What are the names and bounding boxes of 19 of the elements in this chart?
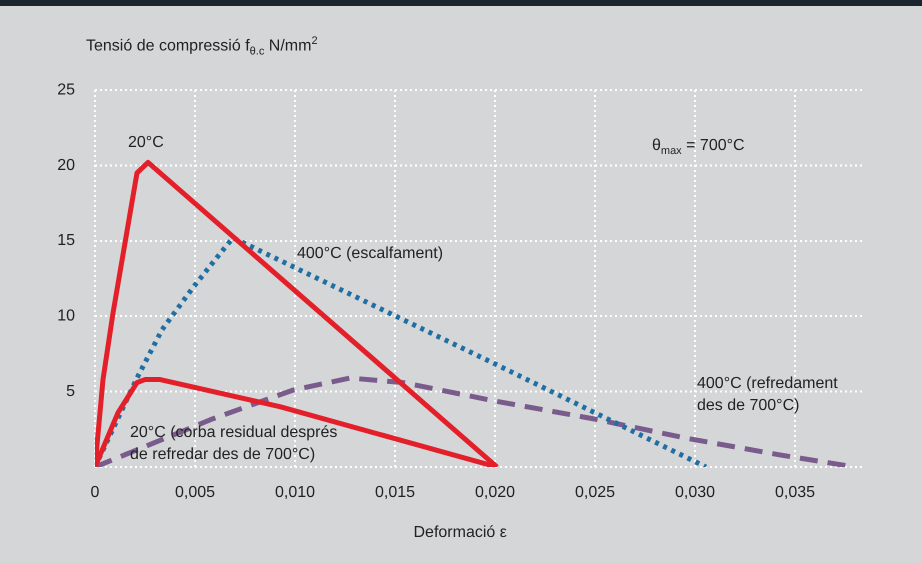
- x-tick-label: 0,015: [374, 484, 416, 502]
- y-tick-label: 25: [57, 81, 76, 98]
- y-tick-label: 20: [57, 156, 76, 174]
- x-tick-label: 0,020: [474, 484, 516, 502]
- x-axis-title: Deformació ε: [414, 523, 507, 543]
- annotation: 400°C (refredament des de 700°C): [697, 374, 838, 416]
- x-tick-label: 0,035: [774, 484, 816, 502]
- annotation: 20°C: [128, 133, 164, 153]
- y-axis-title: Tensió de compressió f$_{θ.c}$ N/mm$^{2}$: [86, 34, 318, 60]
- y-tick-label: 10: [57, 308, 76, 325]
- x-tick-label: 0: [90, 484, 100, 502]
- annotation: 400°C (escalfament): [297, 244, 444, 264]
- x-tick-label: 0,010: [274, 484, 316, 502]
- x-tick-label: 0,025: [574, 484, 616, 502]
- y-tick-label: 15: [57, 232, 76, 250]
- annotation: θ$_{max}$ = 700°C: [652, 136, 745, 160]
- y-tick-label: 5: [66, 383, 76, 400]
- x-tick-label: 0,005: [174, 484, 216, 502]
- x-tick-label: 0,030: [674, 484, 716, 502]
